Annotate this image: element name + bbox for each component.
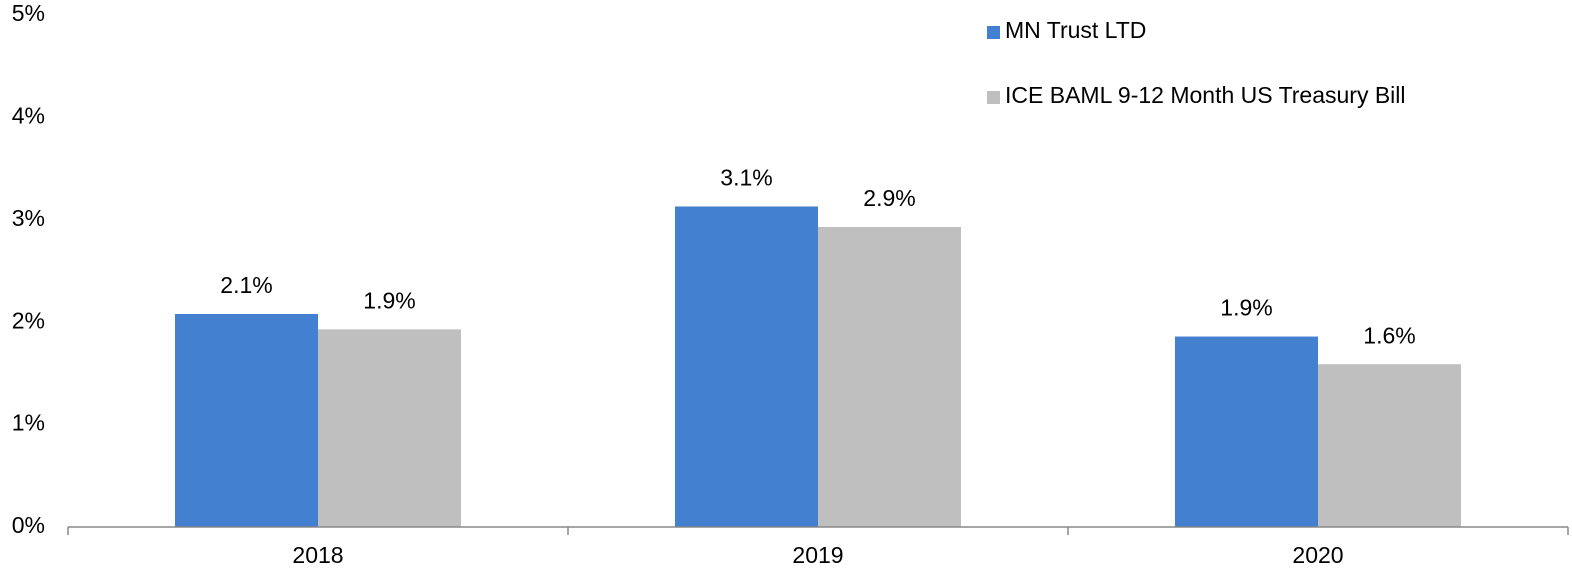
data-label: 1.9% bbox=[1220, 295, 1272, 321]
bar bbox=[175, 314, 318, 527]
bar bbox=[1175, 336, 1318, 527]
y-tick-label: 5% bbox=[12, 0, 45, 26]
bar bbox=[1318, 364, 1461, 527]
bar bbox=[318, 329, 461, 527]
data-label: 3.1% bbox=[720, 165, 772, 191]
x-tick-label: 2019 bbox=[792, 542, 843, 568]
bar bbox=[818, 226, 961, 527]
data-label: 2.9% bbox=[863, 185, 915, 211]
y-tick-label: 1% bbox=[12, 410, 45, 436]
legend-label: ICE BAML 9-12 Month US Treasury Bill bbox=[1005, 82, 1406, 108]
data-label: 2.1% bbox=[220, 272, 272, 298]
y-tick-label: 0% bbox=[12, 512, 45, 538]
data-label: 1.9% bbox=[363, 287, 415, 313]
x-tick-label: 2020 bbox=[1292, 542, 1343, 568]
bar bbox=[675, 206, 818, 527]
y-tick-label: 2% bbox=[12, 307, 45, 333]
x-tick-label: 2018 bbox=[292, 542, 343, 568]
data-label: 1.6% bbox=[1363, 322, 1415, 348]
legend-swatch bbox=[987, 26, 1000, 39]
y-tick-label: 3% bbox=[12, 205, 45, 231]
y-tick-label: 4% bbox=[12, 102, 45, 128]
legend-swatch bbox=[987, 91, 1000, 104]
legend-label: MN Trust LTD bbox=[1005, 17, 1146, 43]
